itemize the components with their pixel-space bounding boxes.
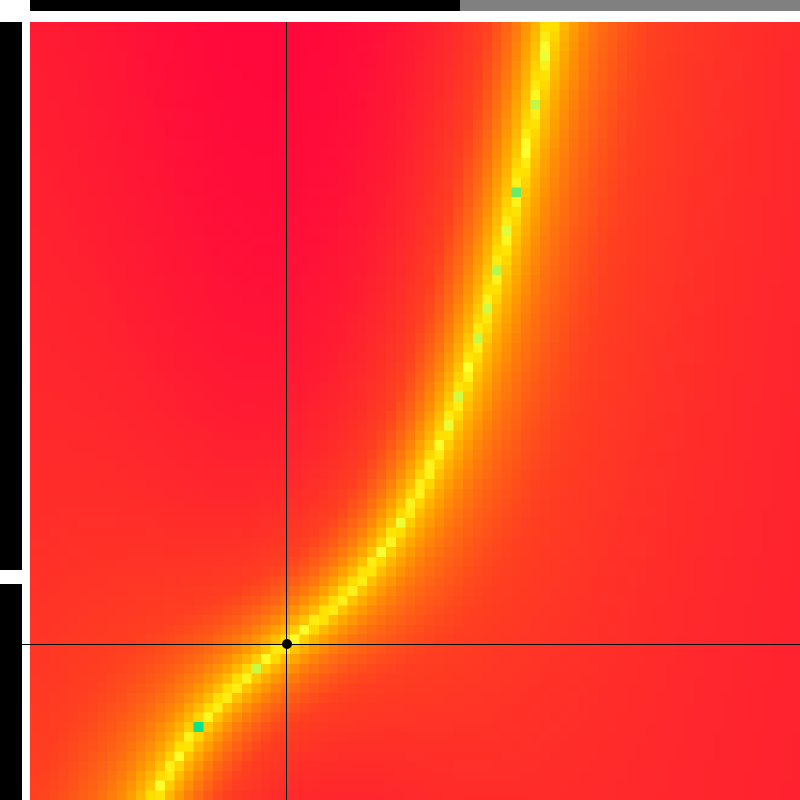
left-bar-gap xyxy=(0,570,22,584)
x-axis-line xyxy=(0,644,800,645)
top-bar-gray xyxy=(460,0,800,11)
left-bar-black xyxy=(0,22,22,800)
top-bar-black xyxy=(30,0,460,11)
heatmap-canvas xyxy=(30,22,800,800)
heatmap-plot xyxy=(0,0,800,800)
y-axis-line xyxy=(286,22,287,800)
